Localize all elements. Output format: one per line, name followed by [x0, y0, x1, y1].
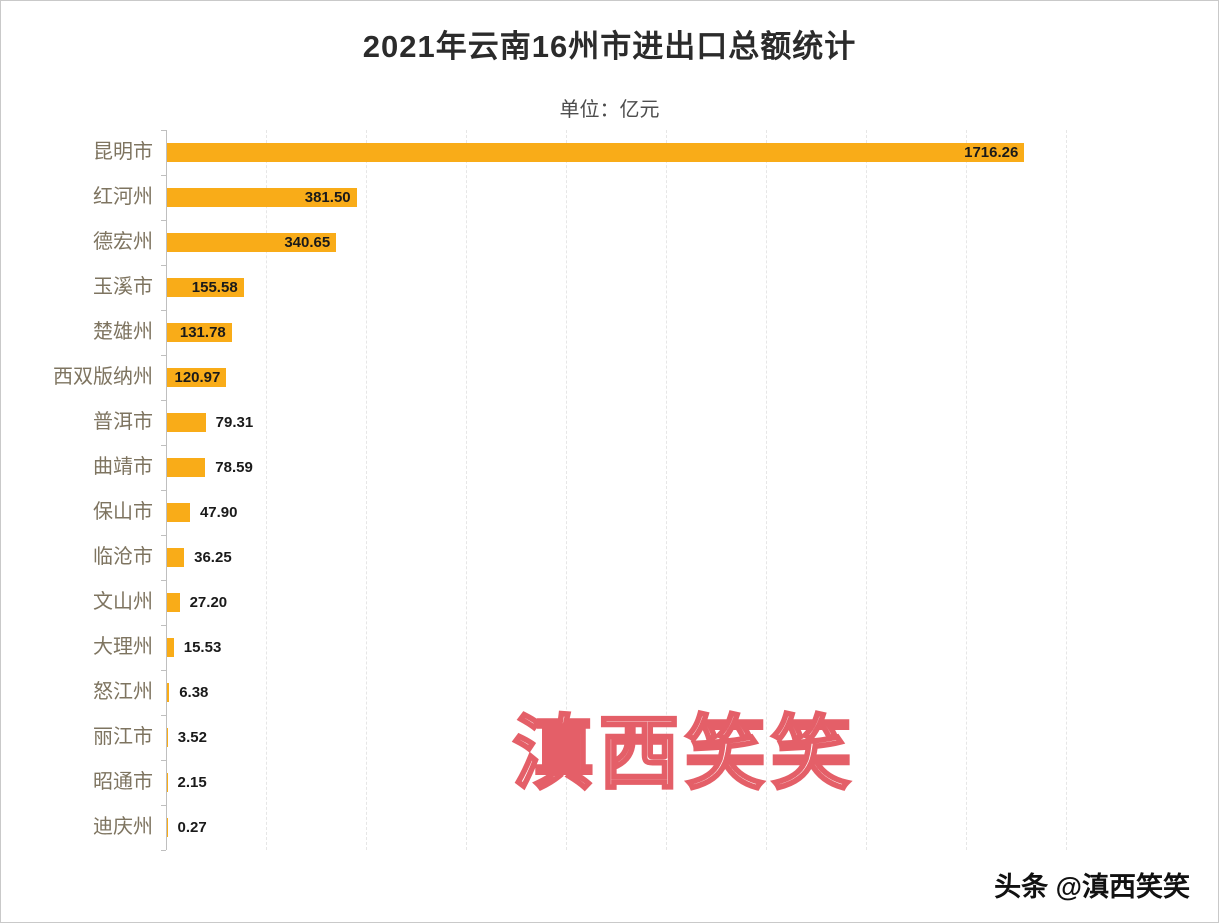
category-label: 德宏州 [93, 231, 153, 253]
value-label: 47.90 [199, 504, 238, 521]
value-label: 36.25 [194, 549, 232, 566]
category-label: 临沧市 [93, 546, 153, 568]
chart-row: 丽江市 3.52 [93, 715, 1066, 760]
gridline [666, 130, 667, 850]
category-label: 普洱市 [93, 411, 153, 433]
chart-row: 西双版纳州 120.97 [53, 355, 1066, 400]
axis-tick [161, 265, 166, 266]
value-label: 1716.26 [964, 144, 1019, 161]
category-label: 昆明市 [93, 141, 153, 163]
category-label: 昭通市 [93, 771, 153, 793]
category-label: 玉溪市 [93, 276, 153, 298]
chart-row: 大理州 15.53 [93, 625, 1066, 670]
axis-tick [161, 625, 166, 626]
value-label: 6.38 [179, 684, 209, 701]
credit-text: 头条 @滇西笑笑 [994, 872, 1190, 902]
chart-row: 曲靖市 78.59 [93, 445, 1066, 490]
axis-tick [161, 760, 166, 761]
chart-row: 红河州 381.50 [93, 175, 1066, 220]
axis-tick [161, 490, 166, 491]
axis-tick [161, 715, 166, 716]
bar [166, 683, 170, 702]
gridline [766, 130, 767, 850]
bar [166, 323, 232, 342]
value-label: 155.58 [191, 279, 238, 296]
chart-row: 普洱市 79.31 [93, 400, 1066, 445]
axis-tick [161, 805, 166, 806]
axis-tick [161, 445, 166, 446]
category-label: 大理州 [93, 636, 153, 658]
category-axis-line [166, 130, 167, 850]
gridline [966, 130, 967, 850]
bar [166, 638, 174, 657]
category-label: 迪庆州 [93, 816, 153, 838]
chart-row: 迪庆州 0.27 [93, 805, 1066, 850]
category-label: 文山州 [93, 591, 153, 613]
bar [166, 503, 190, 522]
gridline [366, 130, 367, 850]
category-label: 楚雄州 [93, 321, 153, 343]
chart-row: 昆明市 1716.26 [93, 130, 1066, 175]
value-label: 3.52 [177, 729, 207, 746]
bar [166, 143, 1025, 162]
gridline [566, 130, 567, 850]
value-label: 15.53 [183, 639, 222, 656]
chart-row: 保山市 47.90 [93, 490, 1066, 535]
chart-row: 临沧市 36.25 [93, 535, 1066, 580]
axis-tick [161, 850, 166, 851]
value-label: 381.50 [304, 189, 351, 206]
value-label: 78.59 [215, 459, 253, 476]
value-label: 131.78 [179, 324, 226, 341]
axis-tick [161, 535, 166, 536]
gridline [1066, 130, 1067, 850]
bar [166, 188, 357, 207]
chart-title: 2021年云南16州市进出口总额统计 [362, 29, 857, 64]
axis-tick [161, 580, 166, 581]
bar [166, 548, 185, 567]
axis-tick [161, 175, 166, 176]
axis-tick [161, 400, 166, 401]
bar [166, 368, 227, 387]
chart-row: 楚雄州 131.78 [93, 310, 1066, 355]
value-label: 79.31 [215, 414, 254, 431]
category-label: 怒江州 [93, 681, 153, 703]
gridline [266, 130, 267, 850]
value-label: 2.15 [177, 774, 207, 791]
bar [166, 593, 180, 612]
chart-row: 德宏州 340.65 [93, 220, 1066, 265]
chart-unit-subtitle: 单位：亿元 [559, 99, 660, 121]
axis-tick [161, 220, 166, 221]
bar [166, 233, 337, 252]
axis-tick [161, 310, 166, 311]
bar [166, 413, 206, 432]
value-label: 340.65 [284, 234, 331, 251]
axis-tick [161, 130, 166, 131]
value-label: 120.97 [174, 369, 221, 386]
chart-row: 昭通市 2.15 [93, 760, 1066, 805]
axis-tick [161, 355, 166, 356]
plot-area: 昆明市 1716.26 红河州 381.50 德宏州 340.65 玉溪市 155.58 楚雄州… [53, 130, 1067, 851]
bar [166, 278, 244, 297]
chart-row: 文山州 27.20 [93, 580, 1066, 625]
value-label: 27.20 [189, 594, 228, 611]
category-label: 丽江市 [93, 726, 153, 748]
category-label: 西双版纳州 [53, 366, 153, 388]
chart-row: 怒江州 6.38 [93, 670, 1066, 715]
axis-tick [161, 670, 166, 671]
gridline [466, 130, 467, 850]
chart-row: 玉溪市 155.58 [93, 265, 1066, 310]
value-label: 0.27 [177, 819, 207, 836]
gridline [866, 130, 867, 850]
category-label: 红河州 [93, 186, 153, 208]
category-label: 保山市 [93, 501, 153, 523]
watermark-text: 滇西笑笑 [512, 708, 857, 800]
bar [166, 458, 206, 477]
category-label: 曲靖市 [93, 456, 153, 478]
